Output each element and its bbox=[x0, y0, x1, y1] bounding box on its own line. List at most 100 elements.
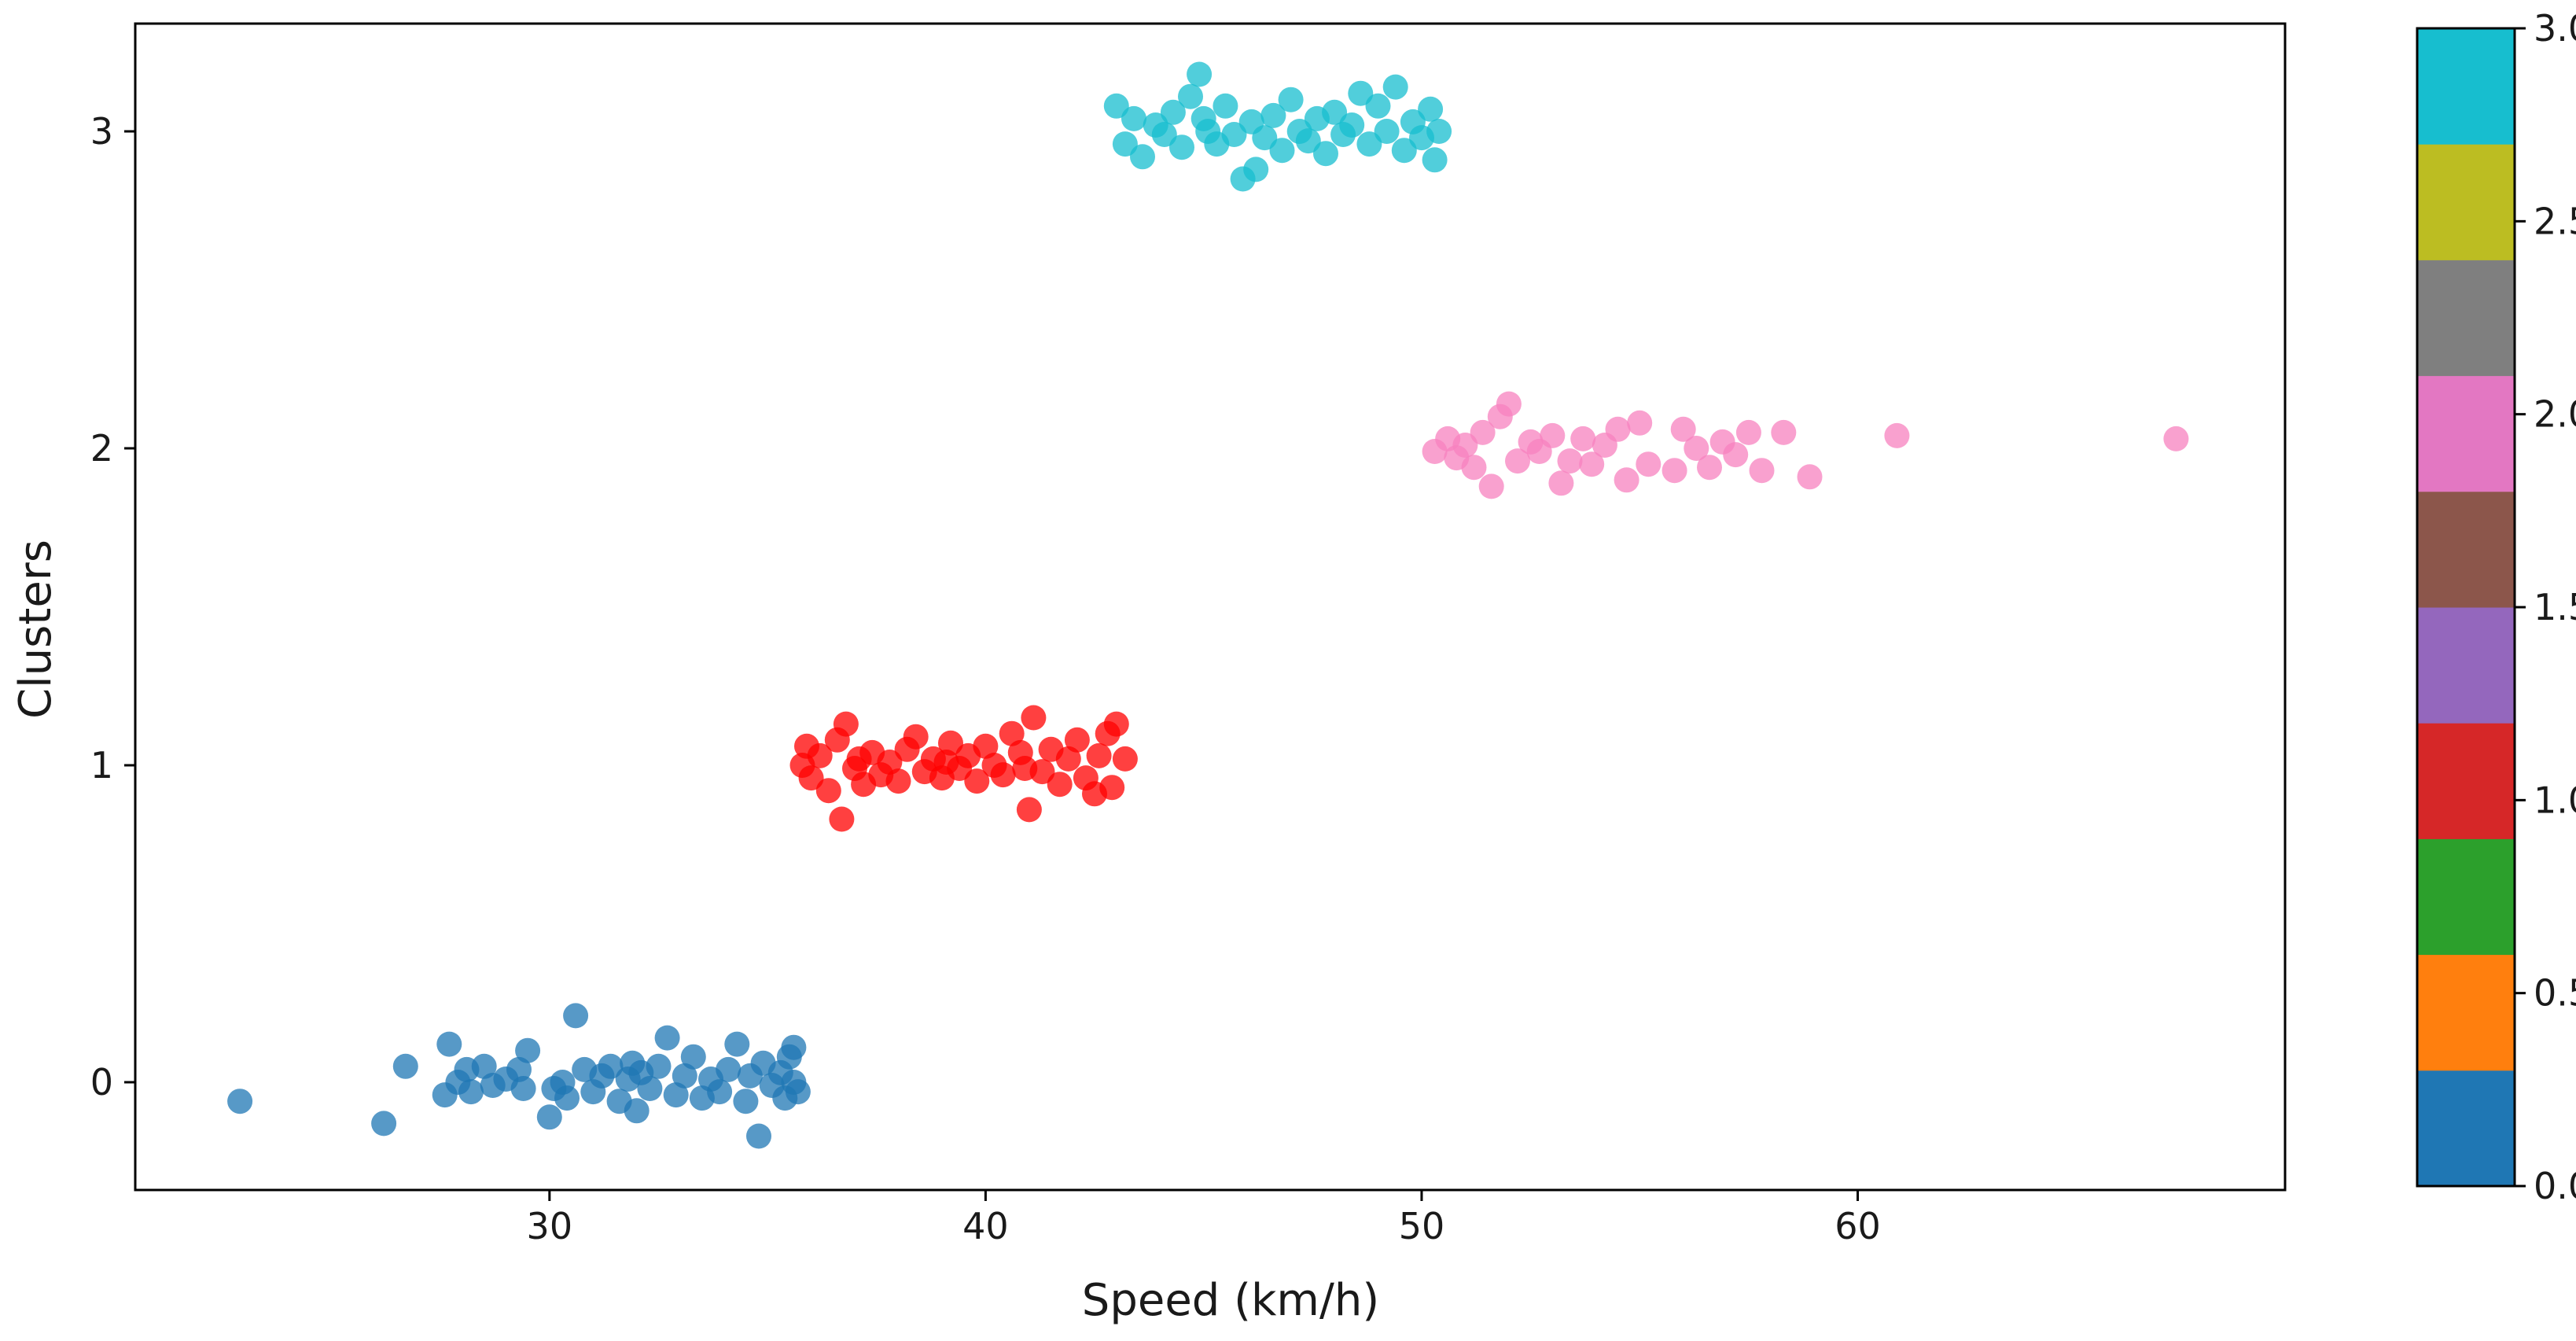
point-cluster-2 bbox=[1452, 433, 1478, 458]
x-axis-title: Speed (km/h) bbox=[1082, 1275, 1379, 1326]
point-cluster-1 bbox=[833, 711, 859, 737]
point-cluster-0 bbox=[458, 1079, 484, 1105]
point-cluster-3 bbox=[1356, 131, 1382, 157]
point-cluster-0 bbox=[724, 1031, 750, 1057]
colorbar-segment bbox=[2417, 838, 2515, 956]
colorbar-tick-label: 2.5 bbox=[2534, 200, 2576, 242]
point-cluster-2 bbox=[1797, 464, 1823, 490]
point-cluster-2 bbox=[1548, 470, 1574, 496]
point-cluster-0 bbox=[707, 1079, 733, 1105]
point-cluster-1 bbox=[1021, 705, 1047, 731]
point-cluster-1 bbox=[1016, 797, 1042, 823]
point-cluster-3 bbox=[1169, 134, 1194, 160]
point-cluster-2 bbox=[1735, 419, 1761, 445]
point-cluster-1 bbox=[990, 762, 1016, 788]
point-cluster-0 bbox=[672, 1063, 697, 1089]
point-cluster-3 bbox=[1221, 122, 1247, 147]
point-cluster-0 bbox=[680, 1044, 706, 1070]
plot-frame bbox=[134, 22, 2287, 1192]
point-cluster-2 bbox=[1627, 410, 1653, 436]
point-cluster-2 bbox=[1614, 467, 1639, 493]
point-cluster-0 bbox=[515, 1037, 541, 1063]
point-cluster-3 bbox=[1103, 93, 1129, 119]
point-cluster-1 bbox=[1012, 756, 1038, 781]
x-axis-ticks: 30 40 50 60 bbox=[527, 1190, 1881, 1247]
point-cluster-0 bbox=[733, 1089, 759, 1114]
colorbar-tick-label: 3.0 bbox=[2534, 7, 2576, 50]
point-cluster-0 bbox=[436, 1031, 462, 1057]
point-cluster-0 bbox=[506, 1056, 532, 1082]
point-cluster-1 bbox=[885, 768, 911, 794]
point-cluster-3 bbox=[1313, 141, 1338, 167]
point-cluster-1 bbox=[1086, 742, 1112, 768]
colorbar-tick-label: 0.0 bbox=[2534, 1165, 2576, 1207]
point-cluster-1 bbox=[973, 733, 999, 759]
point-cluster-0 bbox=[536, 1104, 562, 1130]
point-cluster-1 bbox=[1055, 746, 1081, 772]
y-tick-label: 2 bbox=[90, 427, 113, 470]
y-axis-title: Clusters bbox=[10, 540, 61, 719]
point-cluster-0 bbox=[716, 1056, 742, 1082]
point-cluster-2 bbox=[1771, 419, 1797, 445]
colorbar-segment bbox=[2417, 260, 2515, 377]
point-cluster-1 bbox=[1099, 775, 1125, 801]
point-cluster-3 bbox=[1190, 105, 1216, 131]
colorbar-segment bbox=[2417, 723, 2515, 839]
x-tick-label: 50 bbox=[1399, 1205, 1445, 1247]
point-cluster-3 bbox=[1278, 87, 1304, 112]
point-cluster-3 bbox=[1121, 105, 1146, 131]
point-cluster-2 bbox=[1670, 416, 1696, 442]
point-cluster-2 bbox=[1697, 455, 1722, 481]
point-cluster-3 bbox=[1178, 83, 1203, 109]
point-cluster-0 bbox=[663, 1082, 689, 1108]
point-cluster-0 bbox=[646, 1053, 672, 1079]
point-cluster-0 bbox=[392, 1053, 418, 1079]
point-cluster-3 bbox=[1213, 93, 1238, 119]
point-cluster-3 bbox=[1295, 128, 1321, 154]
colorbar-tick-label: 1.0 bbox=[2534, 779, 2576, 821]
point-cluster-3 bbox=[1269, 138, 1295, 164]
point-cluster-0 bbox=[781, 1034, 807, 1060]
point-cluster-2 bbox=[1579, 451, 1605, 477]
point-cluster-3 bbox=[1322, 99, 1348, 125]
x-tick-label: 30 bbox=[527, 1205, 573, 1247]
colorbar-segment bbox=[2417, 1070, 2515, 1187]
point-cluster-1 bbox=[999, 720, 1025, 746]
point-cluster-1 bbox=[877, 750, 903, 775]
point-cluster-2 bbox=[1470, 419, 1496, 445]
point-cluster-1 bbox=[938, 730, 963, 756]
colorbar-segment bbox=[2417, 491, 2515, 608]
point-cluster-2 bbox=[1540, 422, 1566, 448]
point-cluster-3 bbox=[1418, 96, 1444, 122]
colorbar: 0.0 0.5 1.0 1.5 2.0 2.5 3.0 bbox=[2416, 7, 2576, 1207]
point-cluster-0 bbox=[637, 1076, 663, 1101]
y-tick-label: 3 bbox=[90, 110, 113, 153]
point-cluster-0 bbox=[563, 1003, 589, 1029]
point-cluster-3 bbox=[1426, 119, 1452, 144]
x-tick-label: 40 bbox=[962, 1205, 1009, 1247]
point-cluster-1 bbox=[933, 750, 959, 775]
point-cluster-2 bbox=[1605, 416, 1631, 442]
point-cluster-0 bbox=[541, 1076, 567, 1101]
point-cluster-2 bbox=[1723, 442, 1749, 468]
point-cluster-3 bbox=[1422, 147, 1448, 173]
point-cluster-2 bbox=[1662, 458, 1687, 484]
point-cluster-3 bbox=[1260, 102, 1286, 128]
point-cluster-2 bbox=[1557, 448, 1583, 474]
point-cluster-0 bbox=[654, 1025, 680, 1051]
point-cluster-2 bbox=[1684, 436, 1709, 461]
x-tick-label: 60 bbox=[1834, 1205, 1881, 1247]
point-cluster-1 bbox=[798, 765, 824, 791]
point-cluster-2 bbox=[2163, 426, 2189, 451]
point-cluster-0 bbox=[227, 1089, 253, 1114]
colorbar-segment bbox=[2417, 375, 2515, 492]
point-cluster-3 bbox=[1130, 144, 1155, 170]
scatter-points bbox=[227, 61, 2189, 1149]
point-cluster-0 bbox=[785, 1079, 811, 1105]
point-cluster-0 bbox=[471, 1053, 497, 1079]
point-cluster-1 bbox=[815, 778, 841, 804]
point-cluster-2 bbox=[1461, 455, 1487, 481]
colorbar-tick-label: 1.5 bbox=[2534, 586, 2576, 628]
colorbar-segment bbox=[2417, 607, 2515, 724]
